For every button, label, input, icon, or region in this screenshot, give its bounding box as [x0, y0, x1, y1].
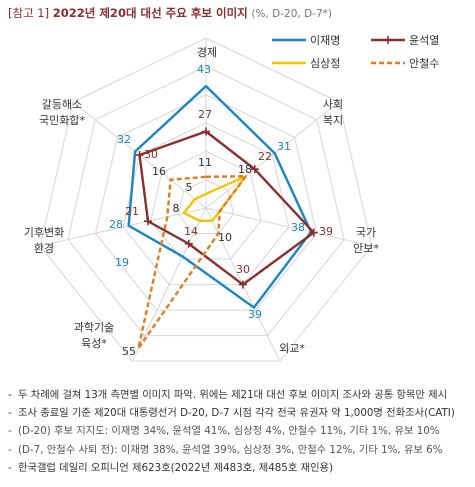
series-line-1: [138, 130, 315, 286]
grid-ring: [94, 94, 318, 311]
legend-label: 윤석열: [409, 34, 439, 47]
data-label: 43: [197, 63, 211, 76]
axis-label: 기후변화 환경: [24, 226, 64, 255]
legend-label: 이재명: [310, 34, 340, 47]
grid-spoke: [205, 207, 372, 247]
grid-spoke: [40, 207, 207, 247]
footnote: - (D-20) 후보 지지도: 이재명 34%, 윤석열 41%, 심상정 4%…: [8, 425, 440, 438]
data-label: 30: [144, 148, 158, 161]
data-label: 39: [248, 308, 262, 321]
axis-label: 갈등해소 국민화합*: [39, 97, 85, 127]
data-label: 14: [184, 225, 198, 238]
data-label: 22: [258, 150, 272, 163]
legend-label: 심상정: [310, 57, 340, 70]
grid-ring: [150, 150, 262, 260]
grid-ring: [177, 179, 235, 235]
series-line-3: [137, 175, 248, 350]
data-label: 10: [218, 231, 232, 244]
footnote: -두 차례에 걸쳐 13개 측면별 이미지 파악. 위에는 제21대 대선 후보…: [8, 389, 448, 401]
data-label: 8: [173, 202, 180, 215]
axis-label: 과학기술 육성*: [74, 321, 114, 350]
axis-label: 외교*: [279, 342, 305, 355]
data-label: 21: [125, 205, 139, 218]
data-label: 28: [109, 218, 123, 231]
data-label: 31: [277, 140, 291, 153]
grid-ring: [67, 65, 345, 337]
grid-spoke: [131, 207, 207, 362]
data-label: 11: [198, 156, 212, 169]
data-label: 18: [238, 163, 252, 176]
title-tag: [참고 1]: [8, 6, 50, 20]
footnote: - 한국갤럽 데일리 오피니언 제623호(2022년 제483호, 제485호 …: [8, 461, 334, 474]
title-subtitle: (%, D-20, D-7*): [251, 8, 332, 20]
axis-label: 경제: [197, 46, 217, 59]
radar-chart: 43 31 38 39 19 28 32 27 22 39 30 14 21 30 11 18 10 55 16 58…: [24, 34, 439, 362]
grid-ring: [122, 122, 290, 286]
axis-label: 사회 복지: [323, 98, 343, 127]
radar-data-labels: 43 31 38 39 19 28 32 27 22 39 30 14 21 30 11 18 10 55 16 58: [109, 63, 333, 358]
title-main: 2022년 제20대 대선 주요 후보 이미지: [52, 6, 248, 20]
chart-title: [참고 1] 2022년 제20대 대선 주요 후보 이미지 (%, D-20,…: [8, 5, 332, 21]
data-label: 19: [115, 256, 129, 269]
data-label: 38: [291, 221, 305, 234]
axis-label: 국가 안보*: [353, 226, 379, 255]
data-label: 55: [122, 345, 136, 358]
data-label: 16: [152, 165, 166, 178]
data-label: 27: [198, 108, 212, 121]
data-label: 32: [117, 133, 131, 146]
data-label: 30: [236, 263, 250, 276]
series-line-0: [127, 84, 313, 309]
footnote: - 조사 종료일 기준 제20대 대통령선거 D-20, D-7 시점 각각 전국…: [8, 407, 455, 420]
series-line-2: [182, 175, 248, 222]
grid-spoke: [205, 101, 340, 209]
footnotes: -두 차례에 걸쳐 13개 측면별 이미지 파악. 위에는 제21대 대선 후보…: [8, 386, 473, 477]
data-label: 39: [319, 225, 333, 238]
radar-series: [127, 84, 318, 350]
legend-label: 안철수: [409, 57, 439, 70]
data-label: 5: [186, 181, 193, 194]
footnote: - (D-7, 안철수 사퇴 전): 이재명 38%, 윤석열 39%, 심상정 …: [8, 443, 443, 456]
grid-ring: [39, 37, 373, 362]
